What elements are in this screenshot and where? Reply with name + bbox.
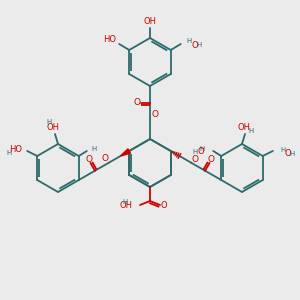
Text: OH: OH (238, 122, 250, 131)
Text: H: H (281, 147, 286, 153)
Text: O: O (161, 200, 167, 209)
Text: OH: OH (46, 122, 59, 131)
Text: O: O (152, 110, 158, 119)
Text: HO: HO (103, 35, 116, 44)
Text: H: H (7, 150, 12, 156)
Text: H: H (193, 149, 198, 155)
Text: OH: OH (143, 17, 157, 26)
Text: O: O (101, 154, 109, 163)
Text: HO: HO (9, 145, 22, 154)
Text: O: O (285, 149, 291, 158)
Text: H: H (199, 146, 204, 152)
Text: OH: OH (119, 202, 132, 211)
Polygon shape (121, 149, 130, 156)
Text: H: H (248, 128, 253, 134)
Text: O: O (85, 155, 92, 164)
Text: O: O (198, 148, 205, 157)
Text: H: H (197, 42, 202, 48)
Text: O: O (192, 40, 198, 50)
Text: H: H (290, 151, 295, 157)
Text: H: H (46, 119, 52, 125)
Text: O: O (208, 155, 215, 164)
Text: H: H (122, 199, 128, 205)
Text: O: O (134, 98, 141, 107)
Text: O: O (191, 155, 199, 164)
Text: H: H (91, 146, 96, 152)
Text: H: H (187, 38, 192, 44)
